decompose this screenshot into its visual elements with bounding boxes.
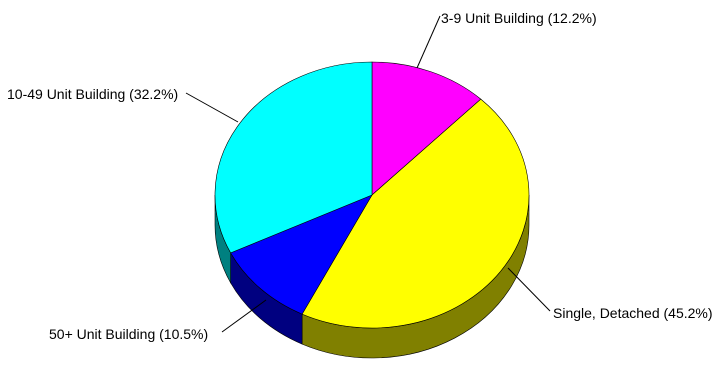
slice-label-10-49-unit-building: 10-49 Unit Building (32.2%) <box>7 86 178 102</box>
pie-slice-3-9-unit-building <box>371 61 482 196</box>
leader-line-layer <box>185 15 551 333</box>
leader-line-3-9-unit-building <box>416 15 441 69</box>
pie-slice-10-49-unit-building <box>214 61 373 254</box>
pie-slice-50-plus-unit-building <box>230 194 373 315</box>
pie-top-layer <box>214 61 530 329</box>
leader-line-10-49-unit-building <box>185 92 239 123</box>
leader-line-50-plus-unit-building <box>221 299 267 333</box>
slice-label-single-detached: Single, Detached (45.2%) <box>553 305 713 321</box>
pie-slice-single-detached <box>301 98 530 329</box>
slice-label-3-9-unit-building: 3-9 Unit Building (12.2%) <box>441 10 597 26</box>
slice-label-50-plus-unit-building: 50+ Unit Building (10.5%) <box>49 326 208 342</box>
leader-line-single-detached <box>507 267 551 312</box>
